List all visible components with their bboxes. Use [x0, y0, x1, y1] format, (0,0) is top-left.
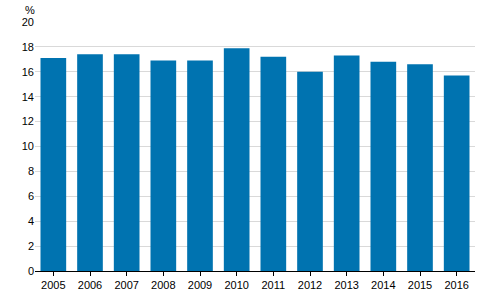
svg-text:10: 10	[22, 140, 34, 152]
svg-text:2: 2	[28, 240, 34, 252]
svg-text:16: 16	[22, 66, 34, 78]
svg-text:6: 6	[28, 190, 34, 202]
svg-text:2010: 2010	[224, 279, 248, 291]
svg-text:2007: 2007	[114, 279, 138, 291]
svg-text:2016: 2016	[444, 279, 468, 291]
svg-text:20: 20	[22, 16, 34, 28]
svg-text:2013: 2013	[334, 279, 358, 291]
svg-text:2011: 2011	[262, 279, 286, 291]
svg-text:2014: 2014	[371, 279, 395, 291]
svg-text:4: 4	[28, 215, 34, 227]
svg-text:0: 0	[28, 265, 34, 277]
svg-text:2015: 2015	[408, 279, 432, 291]
svg-text:2008: 2008	[151, 279, 175, 291]
svg-text:2012: 2012	[298, 279, 322, 291]
svg-text:2006: 2006	[78, 279, 102, 291]
svg-text:2005: 2005	[41, 279, 65, 291]
svg-text:18: 18	[22, 41, 34, 53]
svg-text:14: 14	[22, 91, 34, 103]
svg-text:2009: 2009	[188, 279, 212, 291]
svg-text:%: %	[25, 4, 35, 16]
svg-text:12: 12	[22, 115, 34, 127]
svg-text:8: 8	[28, 165, 34, 177]
